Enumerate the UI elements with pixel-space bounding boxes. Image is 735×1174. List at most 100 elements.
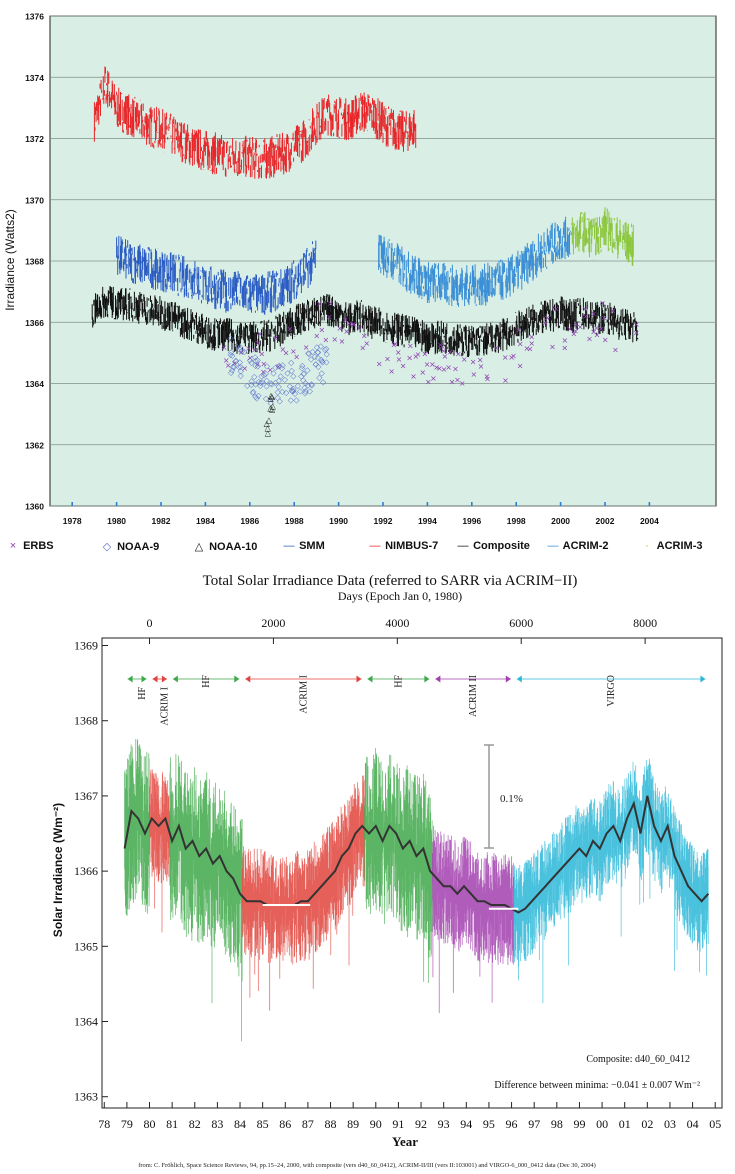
legend-item-smm: — SMM bbox=[282, 540, 325, 552]
instrument-arrow-left-icon bbox=[367, 675, 373, 683]
top-marker-erbs: × bbox=[515, 326, 522, 335]
bottom-x-tick-label: 80 bbox=[144, 1117, 156, 1131]
top-marker-erbs: × bbox=[406, 353, 413, 362]
top-marker-erbs: × bbox=[508, 353, 515, 362]
top-marker-noaa-9: ◇ bbox=[302, 389, 309, 398]
top-marker-erbs: × bbox=[571, 329, 578, 338]
bottom-instrument-markers: HF ACRIM I HF ACRIM I HF ACRIM II VIRGO bbox=[127, 675, 706, 726]
top-marker-noaa-9: ◇ bbox=[268, 379, 275, 388]
bottom-x-tick-label: 97 bbox=[528, 1117, 540, 1131]
bottom-x-tick-label: 81 bbox=[166, 1117, 178, 1131]
top-marker-noaa-9: ◇ bbox=[320, 357, 327, 366]
top-marker-erbs: × bbox=[436, 364, 443, 373]
top-marker-noaa-9: ◇ bbox=[316, 373, 323, 382]
top-marker-noaa-9: ◇ bbox=[264, 376, 271, 385]
instrument-arrow-left-icon bbox=[152, 675, 158, 683]
legend-item-noaa-10: △ NOAA-10 bbox=[192, 540, 258, 553]
top-marker-erbs: × bbox=[293, 353, 300, 362]
top-marker-erbs: × bbox=[283, 348, 290, 357]
top-marker-noaa-9: ◇ bbox=[313, 359, 320, 368]
top-marker-noaa-9: ◇ bbox=[298, 371, 305, 380]
top-marker-erbs: × bbox=[459, 379, 466, 388]
top-marker-noaa-10: △ bbox=[269, 405, 276, 414]
top-marker-erbs: × bbox=[339, 337, 346, 346]
bottom-x-tick-label: 79 bbox=[121, 1117, 133, 1131]
top-marker-erbs: × bbox=[384, 355, 391, 364]
legend-label: ACRIM-3 bbox=[656, 540, 703, 552]
bottom-y-tick-label: 1366 bbox=[74, 864, 98, 878]
top-marker-erbs: × bbox=[254, 339, 261, 348]
top-marker-noaa-9: ◇ bbox=[320, 377, 327, 386]
top-marker-erbs: × bbox=[429, 360, 436, 369]
triangle-marker-icon: △ bbox=[194, 541, 204, 553]
percent-scale-bar: 0.1% bbox=[484, 744, 523, 849]
top-marker-noaa-9: ◇ bbox=[323, 357, 330, 366]
composite-annotation: Composite: d40_60_0412 bbox=[586, 1054, 690, 1065]
top-marker-noaa-9: ◇ bbox=[239, 346, 246, 355]
bottom-y-tick-label: 1364 bbox=[74, 1015, 98, 1029]
top-marker-noaa-9: ◇ bbox=[304, 366, 311, 375]
top-legend: × ERBS ◇ NOAA-9 △ NOAA-10 — SMM — NIMBUS… bbox=[0, 538, 735, 558]
top-marker-noaa-9: ◇ bbox=[230, 362, 237, 371]
top-marker-noaa-9: ◇ bbox=[251, 372, 258, 381]
top-marker-erbs: × bbox=[238, 348, 245, 357]
top-marker-noaa-9: ◇ bbox=[269, 380, 276, 389]
top-marker-noaa-9: ◇ bbox=[292, 389, 299, 398]
instrument-arrow-left-icon bbox=[172, 675, 178, 683]
top-marker-noaa-9: ◇ bbox=[323, 344, 330, 353]
top-marker-noaa-9: ◇ bbox=[315, 353, 322, 362]
instrument-label: HF bbox=[393, 675, 404, 688]
top-marker-noaa-9: ◇ bbox=[305, 348, 312, 357]
bottom-x-tick-label: 94 bbox=[460, 1117, 472, 1131]
bottom-x-tick-label: 03 bbox=[664, 1117, 676, 1131]
instrument-label: HF bbox=[137, 687, 148, 700]
top-marker-noaa-10: △ bbox=[264, 419, 271, 428]
top-y-tick-label: 1368 bbox=[25, 257, 44, 267]
top-marker-noaa-9: ◇ bbox=[237, 345, 244, 354]
instrument-label: ACRIM I bbox=[298, 675, 309, 714]
top-marker-erbs: × bbox=[524, 344, 531, 353]
top-marker-noaa-9: ◇ bbox=[250, 388, 257, 397]
bottom-daily-data-virgo bbox=[513, 758, 709, 1004]
top-marker-noaa-9: ◇ bbox=[322, 345, 329, 354]
bottom-x-tick-label: 85 bbox=[257, 1117, 269, 1131]
top-marker-noaa-9: ◇ bbox=[272, 378, 279, 387]
top-marker-erbs: × bbox=[245, 344, 252, 353]
top-marker-erbs: × bbox=[517, 362, 524, 371]
top-marker-erbs: × bbox=[392, 339, 399, 348]
top-marker-noaa-9: ◇ bbox=[256, 377, 263, 386]
top-marker-erbs: × bbox=[562, 336, 569, 345]
instrument-arrow-right-icon bbox=[161, 675, 167, 683]
top-marker-noaa-9: ◇ bbox=[268, 399, 275, 408]
top-marker-noaa-9: ◇ bbox=[263, 369, 270, 378]
top-marker-erbs: × bbox=[415, 350, 422, 359]
top-marker-noaa-9: ◇ bbox=[289, 366, 296, 375]
bottom-x-tick-label: 88 bbox=[325, 1117, 337, 1131]
top-marker-erbs: × bbox=[528, 339, 535, 348]
top-marker-noaa-9: ◇ bbox=[238, 362, 245, 371]
top-marker-noaa-9: ◇ bbox=[237, 358, 244, 367]
top-marker-erbs: × bbox=[452, 364, 459, 373]
bottom-y-tick-label: 1363 bbox=[74, 1090, 98, 1104]
top-marker-noaa-9: ◇ bbox=[282, 375, 289, 384]
top-marker-erbs: × bbox=[553, 304, 560, 313]
top-marker-erbs: × bbox=[391, 340, 398, 349]
bottom-daily-data-acrim-i bbox=[149, 769, 171, 933]
bottom-x-tick-label: 00 bbox=[596, 1117, 608, 1131]
top-marker-erbs: × bbox=[254, 360, 261, 369]
top-marker-erbs: × bbox=[594, 331, 601, 340]
top-x-tick-label: 1988 bbox=[285, 516, 304, 526]
bottom-x-tick-label: 89 bbox=[347, 1117, 359, 1131]
legend-item-acrim-3: · ACRIM-3 bbox=[640, 540, 703, 552]
instrument-label: VIRGO bbox=[606, 675, 617, 707]
top-marker-erbs: × bbox=[260, 368, 267, 377]
top-marker-erbs: × bbox=[572, 327, 579, 336]
instrument-arrow-left-icon bbox=[435, 675, 441, 683]
top-marker-erbs: × bbox=[484, 374, 491, 383]
top-marker-erbs: × bbox=[449, 378, 456, 387]
top-marker-noaa-9: ◇ bbox=[280, 360, 287, 369]
top-x-tick-label: 1978 bbox=[63, 516, 82, 526]
legend-label: NOAA-9 bbox=[117, 541, 160, 553]
top-marker-erbs: × bbox=[359, 344, 366, 353]
top-x-tick-label: 1982 bbox=[152, 516, 171, 526]
